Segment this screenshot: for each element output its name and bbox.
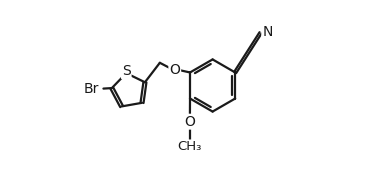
Text: S: S	[122, 64, 131, 78]
Text: CH₃: CH₃	[178, 140, 202, 153]
Text: Br: Br	[84, 82, 99, 96]
Text: O: O	[169, 63, 180, 76]
Text: O: O	[184, 115, 195, 129]
Text: N: N	[262, 25, 273, 39]
